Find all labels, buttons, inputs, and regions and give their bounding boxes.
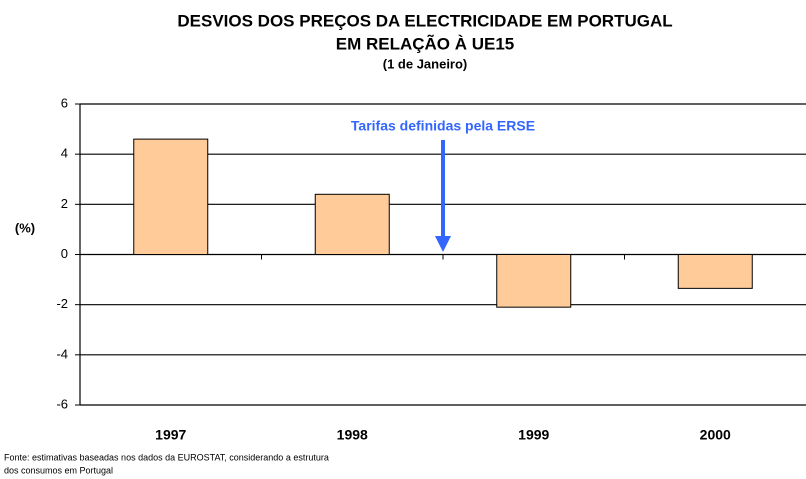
x-tick-label: 1997 [155, 427, 186, 443]
x-tick-label: 1998 [337, 427, 368, 443]
x-tick-label: 1999 [518, 427, 549, 443]
y-tick-label: 4 [61, 146, 68, 161]
y-tick-label: -4 [56, 346, 68, 361]
bar [677, 254, 753, 289]
bar [133, 138, 209, 255]
annotation: Tarifas definidas pela ERSE [351, 118, 535, 134]
x-tick-label: 2000 [700, 427, 731, 443]
y-tick-label: 0 [61, 246, 68, 261]
annotation-arrowhead [435, 236, 451, 252]
y-tick-label: 2 [61, 196, 68, 211]
source-note: Fonte: estimativas baseadas nos dados da… [4, 452, 329, 462]
bar [314, 193, 390, 256]
chart-title: EM RELAÇÃO À UE15 [336, 33, 515, 53]
bar [496, 254, 572, 308]
y-tick-label: -6 [56, 396, 68, 411]
y-tick-label: -2 [56, 296, 68, 311]
chart-title: DESVIOS DOS PREÇOS DA ELECTRICIDADE EM P… [177, 11, 672, 30]
y-tick-label: 6 [61, 95, 68, 110]
chart-subtitle: (1 de Janeiro) [383, 56, 468, 71]
y-axis-label: (%) [15, 220, 35, 235]
source-note: dos consumos em Portugal [4, 465, 113, 475]
